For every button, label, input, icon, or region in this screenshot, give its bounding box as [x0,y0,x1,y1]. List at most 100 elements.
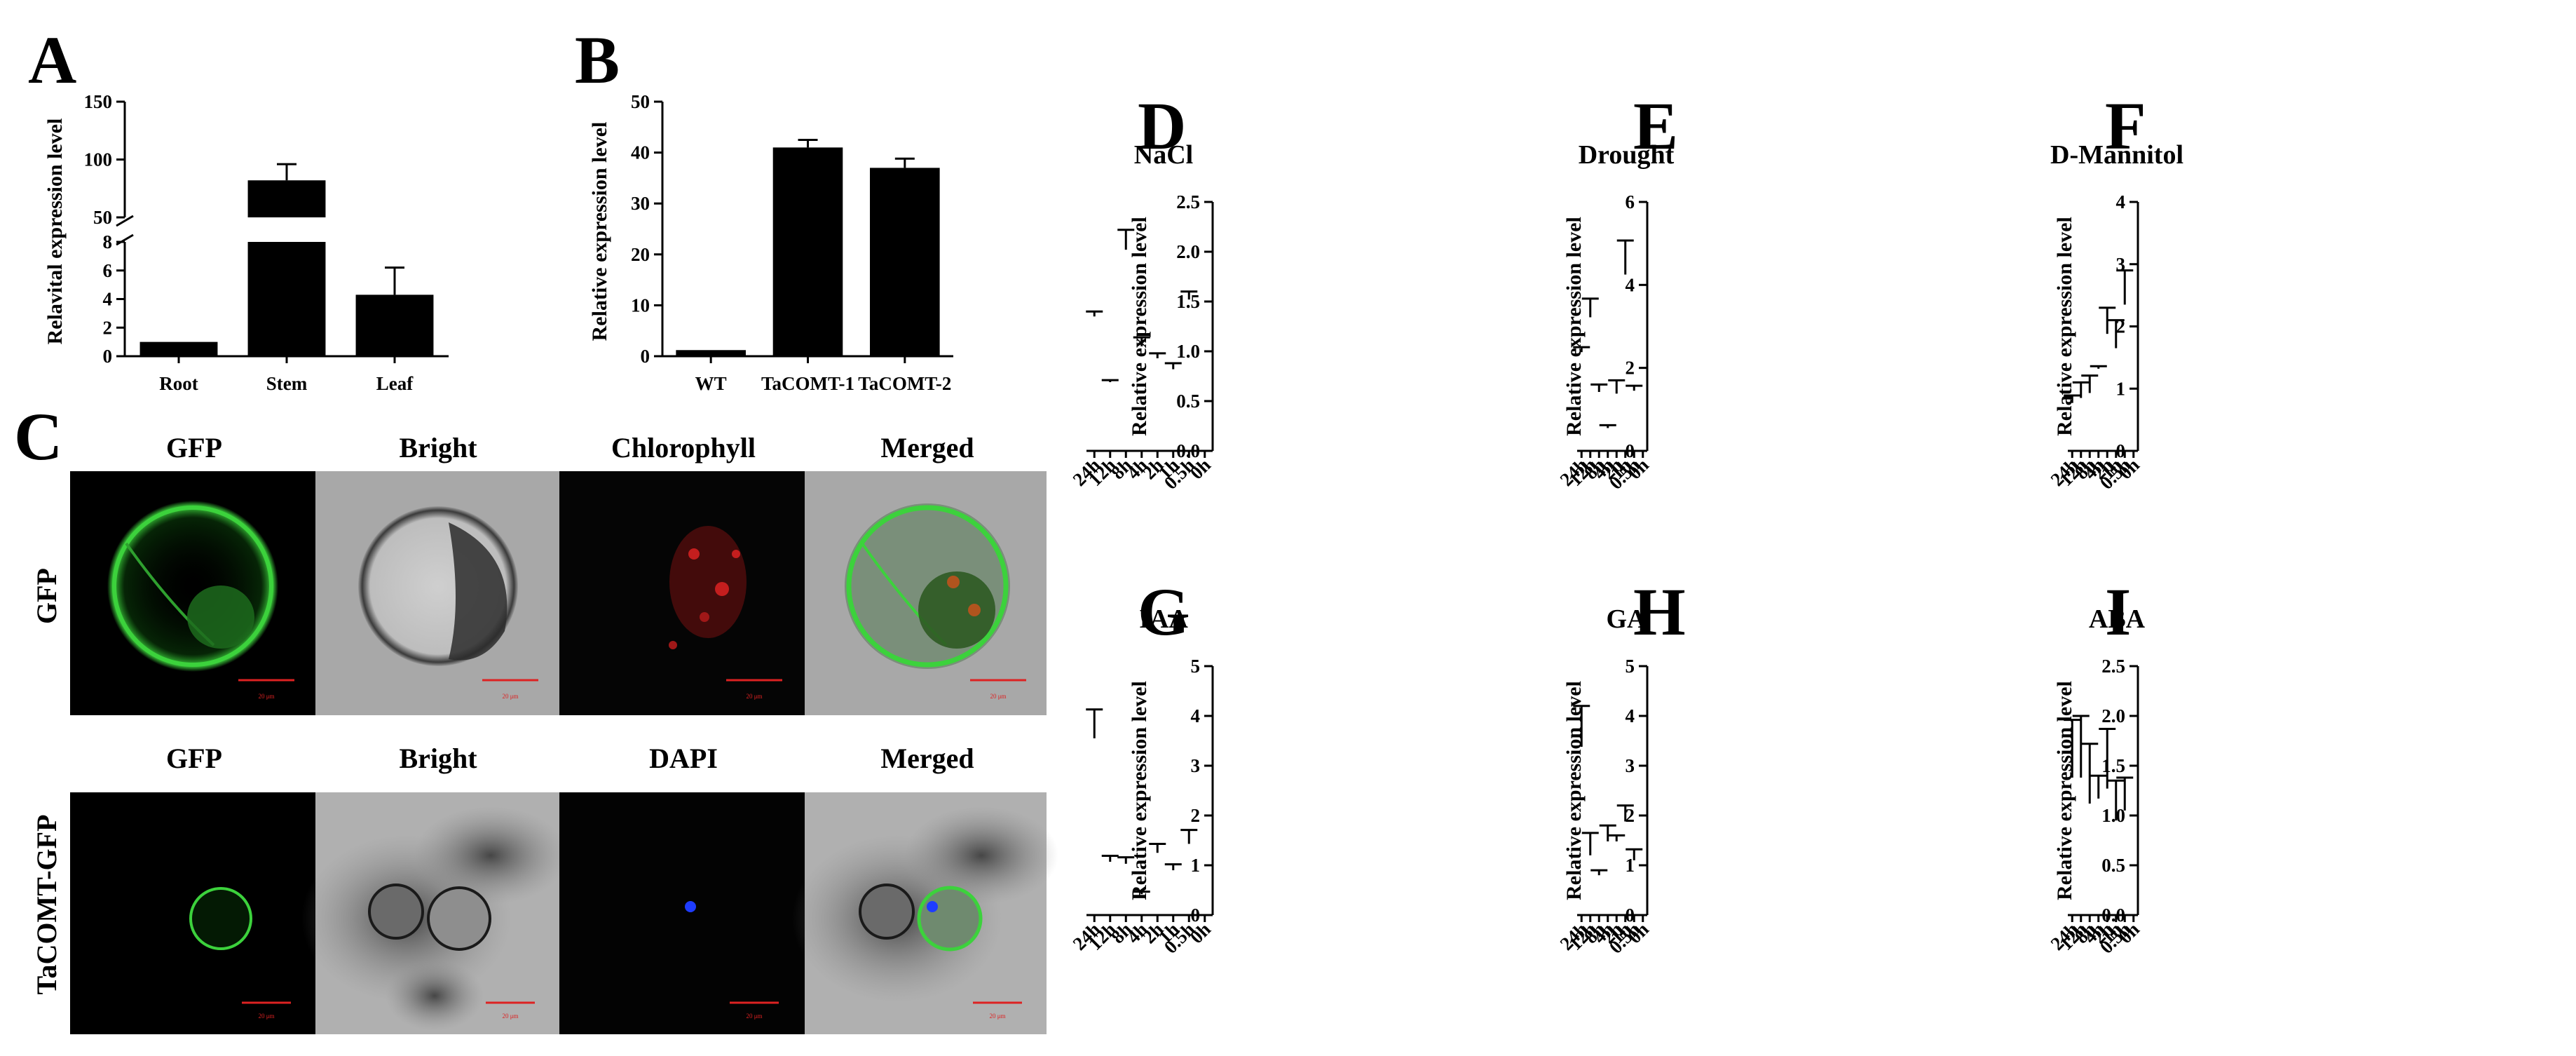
y-tick-label: 50 [631,91,650,112]
x-tick-label: TaCOMT-1 [761,373,854,394]
panel-letter-d: D [1138,88,1186,163]
y-axis-label-b: Relative expression level [588,122,611,341]
y-tick-label: 8 [103,231,113,252]
y-tick-label: 5 [1191,656,1201,677]
y-tick-label: 1.0 [2101,805,2125,826]
chart-b: 0 10 20 30 40 50 Relative expression level WT Ta… [588,91,953,394]
col-header-merged-1: Merged [880,432,974,463]
col-header-merged-2: Merged [880,743,974,774]
svg-text:20 μm: 20 μm [989,1013,1005,1020]
y-tick-label: 6 [103,260,113,281]
svg-text:20 μm: 20 μm [502,1013,518,1020]
y-tick-label: 0.5 [2101,855,2125,876]
x-tick-label: Root [159,373,198,394]
x-tick-label: WT [695,373,727,394]
svg-text:20 μm: 20 μm [746,693,762,700]
chart-title-g: IAA [1139,604,1188,634]
y-tick-label: 1 [1626,855,1635,876]
y-tick-label: 2 [1626,358,1635,379]
svg-text:20 μm: 20 μm [746,1013,762,1020]
bar-a-0 [139,341,218,356]
y-tick-label: 0.0 [2101,905,2125,926]
y-tick-label: 0.5 [1176,391,1200,412]
y-tick-label: 1.0 [1176,341,1200,362]
panel-letter-e: E [1633,88,1678,163]
y-tick-label: 0 [1626,905,1635,926]
image-merged-row1: 20 μm [805,471,1047,715]
y-axis-label-a: Relavital expression level [43,119,67,345]
bar-b-1 [772,147,843,356]
chart-title-d: NaCl [1134,140,1193,170]
axis-break-mark [116,233,134,246]
panel-letter-g: G [1138,574,1190,649]
y-tick-label: 4 [103,289,113,310]
y-tick-label: 6 [1626,191,1635,212]
y-axis-label-f: Relative expression level [2053,217,2076,436]
y-tick-label: 2 [2116,316,2126,337]
y-tick-label: 20 [631,244,650,265]
y-tick-label: 3 [1626,755,1635,776]
chart-title-h: GA [1607,604,1647,634]
col-header-bright-2: Bright [399,743,477,774]
image-dapi: 20 μm [559,792,805,1034]
y-tick-label: 40 [631,142,650,163]
svg-text:20 μm: 20 μm [258,1013,274,1020]
axis-break-mark [116,215,134,227]
image-chlorophyll: 20 μm [559,471,805,715]
col-header-gfp-2: GFP [166,743,222,774]
y-tick-label: 1.5 [2101,755,2125,776]
panel-letter-i: I [2105,574,2131,649]
svg-text:20 μm: 20 μm [502,693,518,700]
y-tick-label: 50 [93,207,112,228]
image-gfp-row2: 20 μm [70,792,315,1034]
col-header-chlorophyll: Chlorophyll [611,432,756,463]
y-axis-label-d: Relative expression level [1128,217,1151,436]
panel-letter-c: C [14,399,62,474]
y-tick-label: 0 [1626,440,1635,461]
bar-b-0 [676,350,746,356]
y-tick-label: 5 [1626,656,1635,677]
y-tick-label: 2 [1191,805,1201,826]
y-tick-label: 0 [1191,905,1201,926]
y-tick-label: 2.5 [1176,191,1200,212]
y-tick-label: 2 [1626,805,1635,826]
y-tick-label: 2.5 [2101,656,2125,677]
y-tick-label: 0 [641,346,650,367]
panel-letter-f: F [2105,88,2146,163]
y-tick-label: 1 [2116,378,2126,399]
y-tick-label: 2.0 [2101,705,2125,726]
y-tick-label: 3 [1191,755,1201,776]
y-tick-label: 4 [1626,705,1635,726]
svg-text:20 μm: 20 μm [258,693,274,700]
row-label-gfp: GFP [31,568,62,624]
chart-title-e: Drought [1579,140,1675,170]
y-tick-label: 4 [1626,274,1635,295]
bar-b-2 [870,168,940,356]
row-label-tacomt-gfp: TaCOMT-GFP [31,814,62,994]
bar-a-1-lower [247,242,326,356]
y-tick-label: 0 [2116,440,2126,461]
image-gfp-row1: 20 μm [70,471,315,715]
y-tick-label: 30 [631,193,650,214]
panel-letter-h: H [1633,574,1686,649]
y-tick-label: 150 [84,91,113,112]
y-tick-label: 10 [631,295,650,316]
x-tick-label: TaCOMT-2 [858,373,951,394]
chart-title-i: ABA [2089,604,2146,634]
microscopy-panel: GFP Bright Chlorophyll Merged GFP 20 μm … [31,432,1058,1034]
chart-a: 0 2 4 6 8 50 100 150 Relavital expression level R… [43,91,449,394]
x-tick-label: Leaf [376,373,414,394]
image-bright-row1: 20 μm [315,471,559,715]
bar-a-1-upper [247,180,326,217]
y-axis-label-e: Relative expression level [1562,217,1586,436]
image-merged-row2: 20 μm [792,792,1058,1034]
y-tick-label: 2.0 [1176,241,1200,262]
col-header-dapi: DAPI [649,743,718,774]
y-axis-label-i: Relative expression level [2053,681,2076,900]
